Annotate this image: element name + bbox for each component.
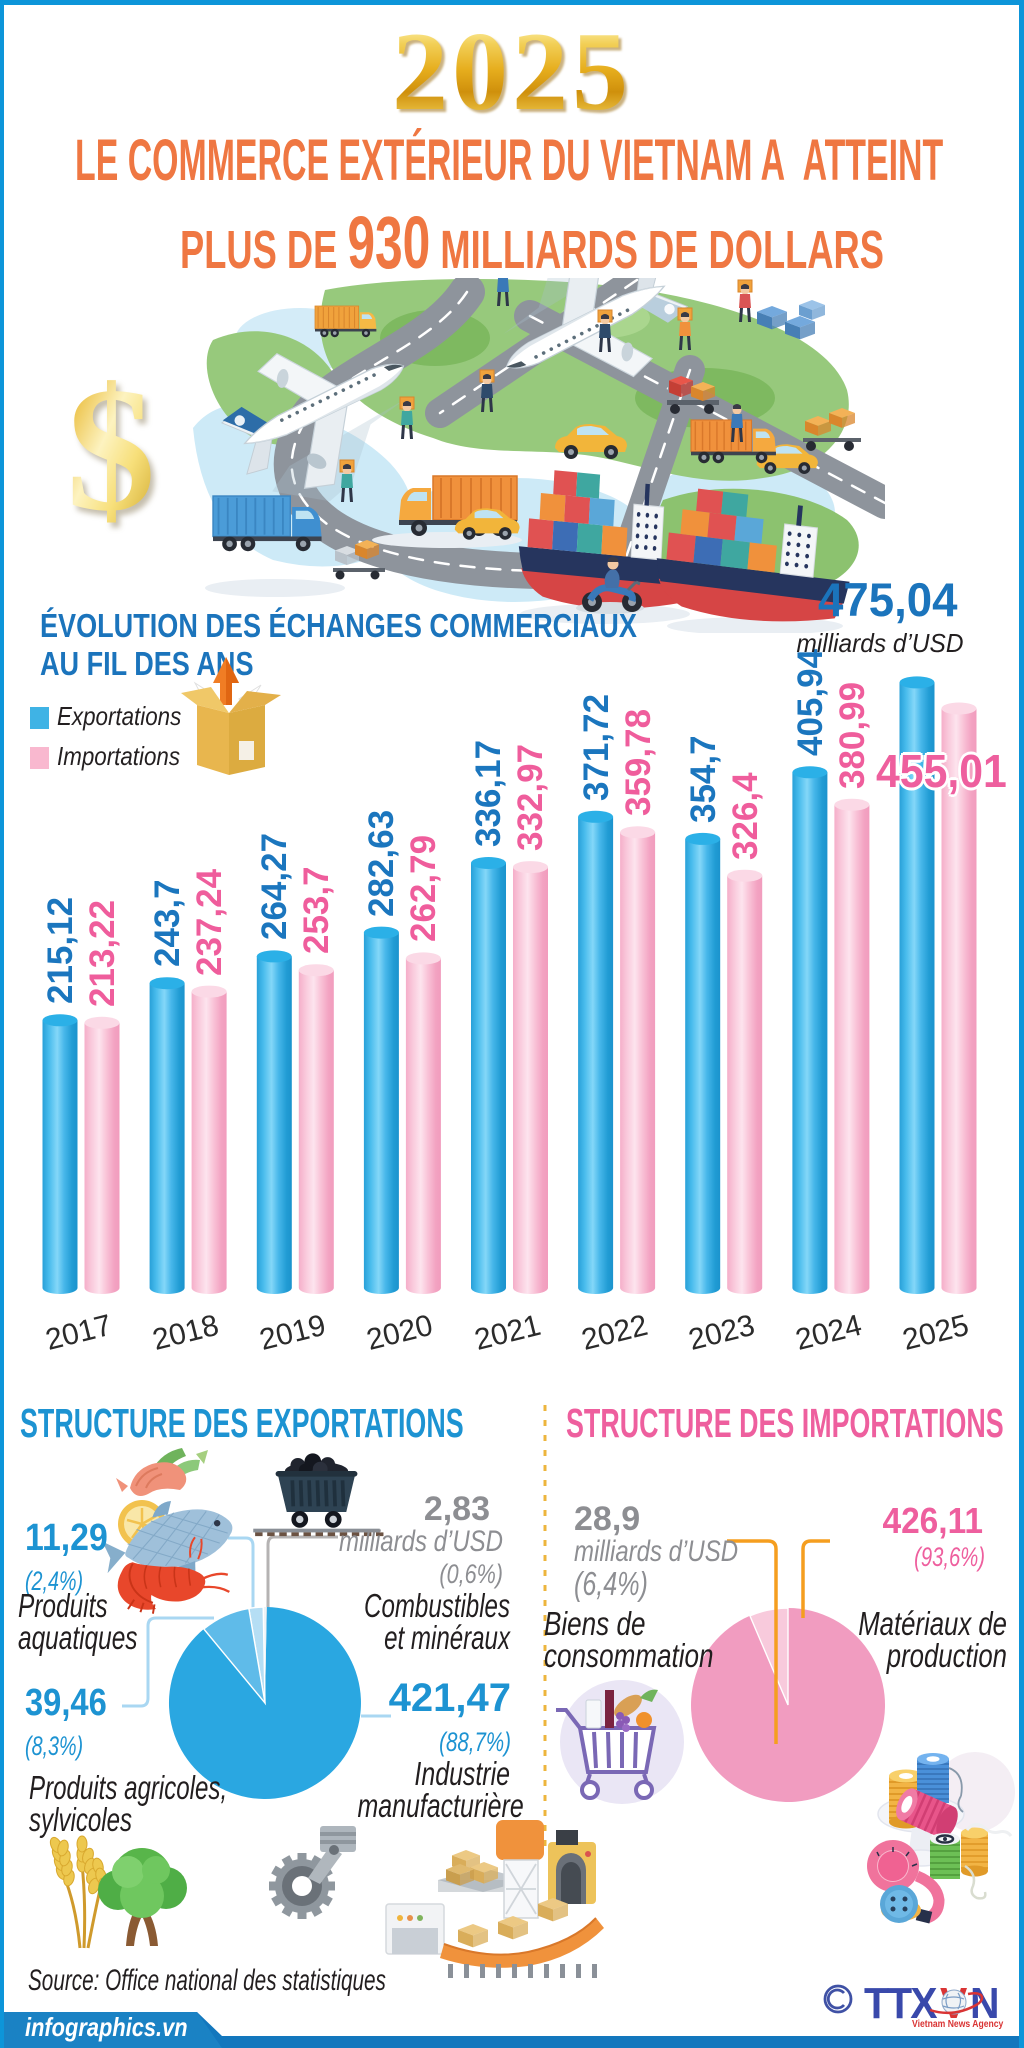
svg-text:237,24: 237,24 xyxy=(190,868,229,976)
svg-text:TTX: TTX xyxy=(864,1980,937,2028)
svg-text:332,97: 332,97 xyxy=(511,744,550,851)
svg-text:2021: 2021 xyxy=(471,1309,544,1357)
svg-text:371,72: 371,72 xyxy=(577,694,616,801)
svg-text:282,63: 282,63 xyxy=(362,810,401,917)
svg-text:2020: 2020 xyxy=(363,1309,436,1357)
svg-text:359,78: 359,78 xyxy=(619,709,658,816)
svg-text:2017: 2017 xyxy=(42,1309,115,1357)
svg-text:Vietnam News Agency: Vietnam News Agency xyxy=(912,2018,1004,2030)
svg-text:336,17: 336,17 xyxy=(469,740,508,847)
svg-text:2018: 2018 xyxy=(149,1309,222,1357)
svg-text:380,99: 380,99 xyxy=(833,682,872,789)
svg-text:264,27: 264,27 xyxy=(255,833,294,940)
svg-text:253,7: 253,7 xyxy=(297,866,336,954)
svg-text:2024: 2024 xyxy=(792,1309,865,1357)
svg-text:2019: 2019 xyxy=(256,1309,329,1357)
svg-text:2025: 2025 xyxy=(899,1309,972,1357)
svg-text:243,7: 243,7 xyxy=(148,879,187,967)
svg-text:2022: 2022 xyxy=(578,1309,651,1357)
svg-text:N: N xyxy=(970,1980,998,2028)
svg-text:354,7: 354,7 xyxy=(684,735,723,823)
svg-text:326,4: 326,4 xyxy=(726,772,765,860)
svg-text:213,22: 213,22 xyxy=(83,900,122,1007)
svg-text:405,94: 405,94 xyxy=(791,648,830,756)
svg-text:2023: 2023 xyxy=(685,1309,758,1357)
svg-text:262,79: 262,79 xyxy=(404,835,443,942)
svg-text:215,12: 215,12 xyxy=(41,897,80,1004)
